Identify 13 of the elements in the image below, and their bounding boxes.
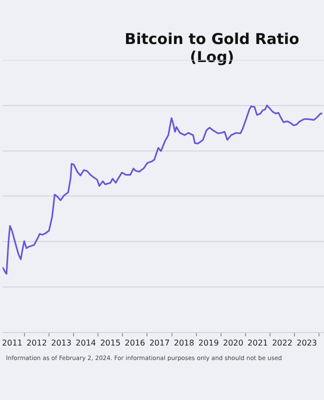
x-tick-label: 2015 [100,338,121,348]
x-tick-label: 2014 [76,338,96,348]
x-tick-label: 2017 [149,338,170,348]
x-tick-label: 2019 [198,338,219,348]
x-tick-label: 2023 [296,338,317,348]
x-tick-label: 2022 [272,338,292,348]
x-tick-label: 2016 [124,338,146,348]
x-tick-label: 2011 [2,338,22,348]
x-tick-label: 2018 [174,338,194,348]
x-tick-label: 2012 [26,338,47,348]
x-tick-label: 2020 [222,338,244,348]
x-tick-label: 2021 [248,338,268,348]
x-tick-label: 2013 [51,338,72,348]
